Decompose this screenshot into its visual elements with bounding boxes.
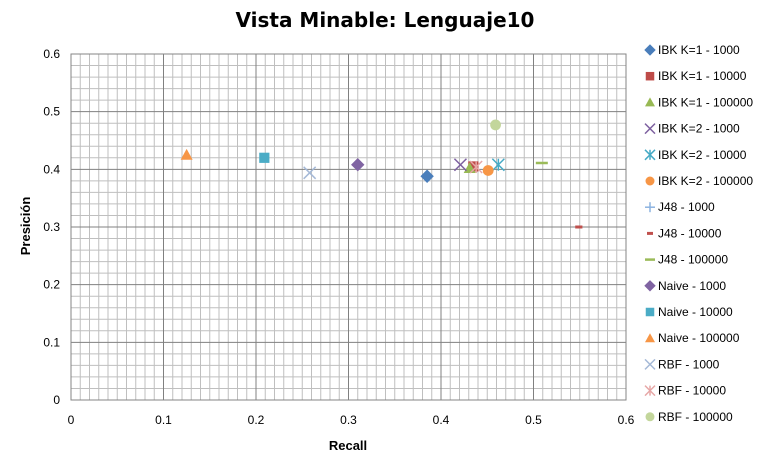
legend-marker xyxy=(645,97,655,107)
x-tick-label: 0.5 xyxy=(525,413,542,427)
y-axis-title: Presición xyxy=(18,197,33,256)
data-point xyxy=(303,166,317,180)
data-point xyxy=(259,152,270,163)
legend-marker xyxy=(644,385,656,397)
legend-marker xyxy=(644,44,656,56)
legend-marker xyxy=(645,412,655,422)
legend: IBK K=1 - 1000 IBK K=1 - 10000 IBK K=1 - 1… xyxy=(644,43,753,424)
data-points xyxy=(180,119,583,229)
legend-marker xyxy=(645,307,655,317)
y-tick-label: 0.6 xyxy=(43,47,60,61)
x-axis-ticks: 0 0.1 0.2 0.3 0.4 0.5 0.6 xyxy=(68,413,635,427)
data-point xyxy=(180,148,193,160)
legend-marker xyxy=(644,358,656,370)
legend-label: RBF - 10000 xyxy=(658,384,726,398)
legend-label: IBK K=1 - 100000 xyxy=(658,95,753,109)
x-tick-label: 0 xyxy=(68,413,75,427)
major-gridlines xyxy=(71,54,626,400)
plot-area xyxy=(70,53,627,401)
legend-label: J48 - 10000 xyxy=(658,226,722,240)
x-axis-title: Recall xyxy=(329,438,367,453)
y-tick-label: 0.3 xyxy=(43,220,60,234)
legend-label: J48 - 1000 xyxy=(658,200,715,214)
x-tick-label: 0.2 xyxy=(248,413,265,427)
legend-label: Naive - 10000 xyxy=(658,305,733,319)
legend-label: IBK K=1 - 1000 xyxy=(658,43,740,57)
legend-marker xyxy=(645,71,655,81)
data-point xyxy=(491,158,505,172)
y-tick-label: 0.4 xyxy=(43,162,60,176)
legend-marker xyxy=(644,123,656,135)
x-tick-label: 0.3 xyxy=(340,413,357,427)
legend-label: RBF - 100000 xyxy=(658,410,733,424)
legend-label: IBK K=1 - 10000 xyxy=(658,69,747,83)
legend-label: Naive - 1000 xyxy=(658,279,726,293)
legend-label: Naive - 100000 xyxy=(658,331,740,345)
legend-label: IBK K=2 - 1000 xyxy=(658,122,740,136)
data-point xyxy=(482,165,494,176)
x-tick-label: 0.4 xyxy=(433,413,450,427)
legend-label: IBK K=2 - 100000 xyxy=(658,174,753,188)
data-point xyxy=(453,158,467,172)
data-point xyxy=(468,161,479,172)
data-point xyxy=(490,119,501,131)
legend-marker xyxy=(644,149,656,161)
data-point xyxy=(469,160,483,174)
legend-marker xyxy=(645,333,655,343)
legend-marker xyxy=(645,202,655,213)
data-point xyxy=(351,158,365,172)
y-tick-label: 0.5 xyxy=(43,105,60,119)
legend-label: RBF - 1000 xyxy=(658,357,720,371)
legend-label: J48 - 100000 xyxy=(658,253,728,267)
y-tick-label: 0.2 xyxy=(43,278,60,292)
legend-marker xyxy=(644,280,656,292)
y-tick-label: 0.1 xyxy=(43,335,60,349)
y-tick-label: 0 xyxy=(53,393,60,407)
y-axis-ticks: 0 0.1 0.2 0.3 0.4 0.5 0.6 xyxy=(43,47,60,407)
legend-marker xyxy=(645,176,655,186)
x-tick-label: 0.1 xyxy=(155,413,172,427)
x-tick-label: 0.6 xyxy=(618,413,635,427)
data-point xyxy=(420,169,434,183)
chart-title: Vista Minable: Lenguaje10 xyxy=(236,8,535,32)
legend-label: IBK K=2 - 10000 xyxy=(658,148,747,162)
